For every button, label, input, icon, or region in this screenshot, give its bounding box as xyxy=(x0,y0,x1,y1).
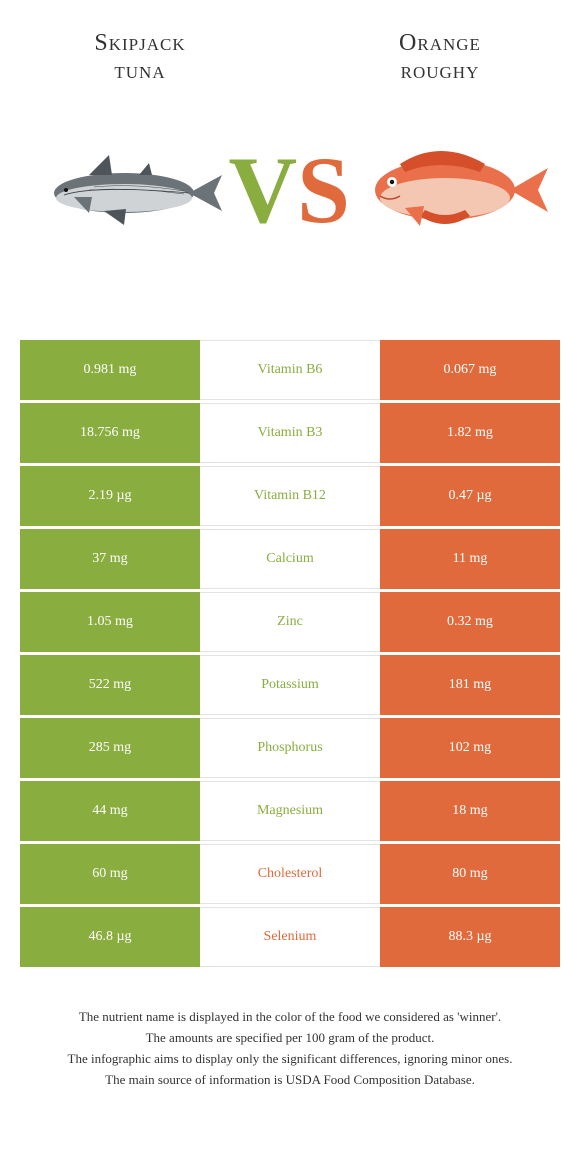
right-value-cell: 18 mg xyxy=(380,781,560,841)
left-value-cell: 1.05 mg xyxy=(20,592,200,652)
tuna-icon xyxy=(34,145,224,235)
right-value-cell: 0.32 mg xyxy=(380,592,560,652)
left-value-cell: 2.19 µg xyxy=(20,466,200,526)
right-value-cell: 0.47 µg xyxy=(380,466,560,526)
right-value-cell: 88.3 µg xyxy=(380,907,560,967)
right-value-cell: 0.067 mg xyxy=(380,340,560,400)
left-value-cell: 285 mg xyxy=(20,718,200,778)
table-row: 2.19 µgVitamin B120.47 µg xyxy=(20,466,560,526)
table-row: 1.05 mgZinc0.32 mg xyxy=(20,592,560,652)
title-row: Skipjacktuna Orangeroughy xyxy=(20,30,560,85)
footer-note-line: The nutrient name is displayed in the co… xyxy=(40,1007,540,1028)
table-row: 0.981 mgVitamin B60.067 mg xyxy=(20,340,560,400)
nutrient-name-cell: Calcium xyxy=(200,529,380,589)
footer-notes: The nutrient name is displayed in the co… xyxy=(20,1007,560,1090)
nutrient-name-cell: Selenium xyxy=(200,907,380,967)
left-food-image xyxy=(30,145,229,235)
nutrient-name-cell: Cholesterol xyxy=(200,844,380,904)
nutrient-name-cell: Magnesium xyxy=(200,781,380,841)
footer-note-line: The main source of information is USDA F… xyxy=(40,1070,540,1091)
table-row: 46.8 µgSelenium88.3 µg xyxy=(20,907,560,967)
left-value-cell: 37 mg xyxy=(20,529,200,589)
left-value-cell: 60 mg xyxy=(20,844,200,904)
right-value-cell: 11 mg xyxy=(380,529,560,589)
footer-note-line: The amounts are specified per 100 gram o… xyxy=(40,1028,540,1049)
table-row: 37 mgCalcium11 mg xyxy=(20,529,560,589)
right-value-cell: 1.82 mg xyxy=(380,403,560,463)
nutrient-name-cell: Vitamin B3 xyxy=(200,403,380,463)
vs-v-letter: V xyxy=(229,152,298,228)
right-value-cell: 181 mg xyxy=(380,655,560,715)
left-value-cell: 46.8 µg xyxy=(20,907,200,967)
table-row: 60 mgCholesterol80 mg xyxy=(20,844,560,904)
left-value-cell: 522 mg xyxy=(20,655,200,715)
left-value-cell: 0.981 mg xyxy=(20,340,200,400)
vs-label: VS xyxy=(229,152,350,228)
left-value-cell: 44 mg xyxy=(20,781,200,841)
nutrient-name-cell: Vitamin B12 xyxy=(200,466,380,526)
right-value-cell: 80 mg xyxy=(380,844,560,904)
hero-row: VS xyxy=(20,110,560,270)
footer-note-line: The infographic aims to display only the… xyxy=(40,1049,540,1070)
table-row: 522 mgPotassium181 mg xyxy=(20,655,560,715)
left-food-title: Skipjacktuna xyxy=(40,30,240,85)
left-value-cell: 18.756 mg xyxy=(20,403,200,463)
table-row: 44 mgMagnesium18 mg xyxy=(20,781,560,841)
nutrient-name-cell: Phosphorus xyxy=(200,718,380,778)
table-row: 18.756 mgVitamin B31.82 mg xyxy=(20,403,560,463)
orange-roughy-icon xyxy=(350,140,550,240)
vs-s-letter: S xyxy=(297,152,350,228)
right-food-title: Orangeroughy xyxy=(340,30,540,85)
nutrient-name-cell: Potassium xyxy=(200,655,380,715)
nutrient-name-cell: Vitamin B6 xyxy=(200,340,380,400)
table-row: 285 mgPhosphorus102 mg xyxy=(20,718,560,778)
right-value-cell: 102 mg xyxy=(380,718,560,778)
nutrient-name-cell: Zinc xyxy=(200,592,380,652)
right-food-image xyxy=(350,140,550,240)
nutrient-comparison-table: 0.981 mgVitamin B60.067 mg18.756 mgVitam… xyxy=(20,340,560,967)
